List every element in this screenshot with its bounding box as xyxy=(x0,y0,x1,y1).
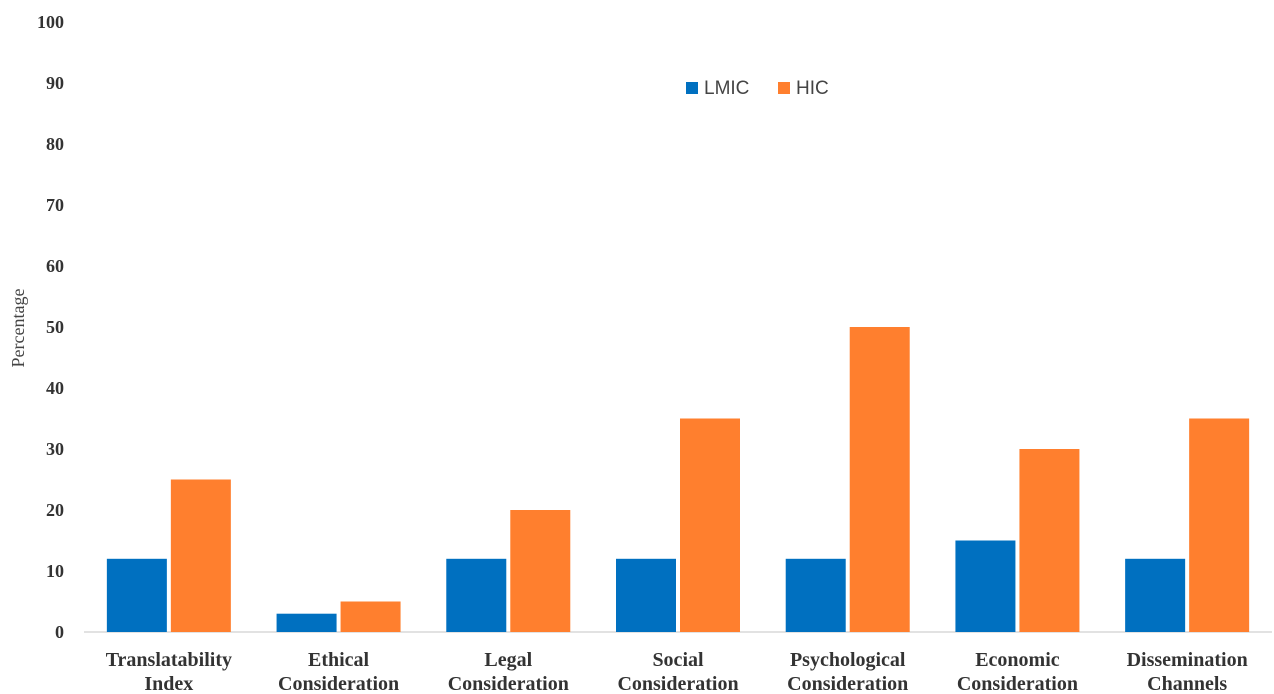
x-tick-label: Channels xyxy=(1147,673,1227,694)
bar-hic xyxy=(849,327,910,632)
x-tick-label: Legal xyxy=(484,649,532,671)
y-tick-label: 20 xyxy=(46,500,64,520)
bar-hic xyxy=(680,418,740,632)
y-tick-label: 100 xyxy=(37,12,64,32)
bar-lmic xyxy=(446,558,507,632)
y-axis-label: Percentage xyxy=(8,289,28,368)
bar-lmic xyxy=(276,613,337,632)
y-tick-label: 90 xyxy=(46,73,64,93)
y-axis-ticks: 0 10 20 30 40 50 60 70 80 90 100 xyxy=(37,12,64,642)
x-tick-label: Consideration xyxy=(448,673,569,694)
x-tick-label: Index xyxy=(144,673,193,694)
y-tick-label: 60 xyxy=(46,256,64,276)
legend: LMIC HIC xyxy=(686,78,829,99)
x-tick-label: Social xyxy=(652,649,704,671)
x-tick-label: Ethical xyxy=(308,649,370,671)
bar-lmic xyxy=(1125,558,1186,632)
y-tick-label: 0 xyxy=(55,622,64,642)
y-tick-label: 10 xyxy=(46,561,64,581)
y-tick-label: 40 xyxy=(46,378,64,398)
legend-swatch-lmic xyxy=(686,82,698,94)
y-tick-label: 80 xyxy=(46,134,64,154)
y-tick-label: 70 xyxy=(46,195,64,215)
x-tick-label: Economic xyxy=(975,649,1060,671)
bar-lmic xyxy=(785,558,846,632)
bar-hic xyxy=(1019,449,1080,632)
bar-lmic xyxy=(106,558,167,632)
x-tick-label: Consideration xyxy=(787,673,908,694)
x-tick-label: Translatability xyxy=(106,649,232,671)
bars xyxy=(106,327,1250,632)
x-tick-label: Consideration xyxy=(617,673,738,694)
legend-label-lmic: LMIC xyxy=(704,78,749,99)
bar-hic xyxy=(170,479,231,632)
y-tick-label: 50 xyxy=(46,317,64,337)
x-tick-label: Psychological xyxy=(790,649,906,671)
x-tick-label: Dissemination xyxy=(1127,649,1248,671)
x-tick-label: Consideration xyxy=(957,673,1078,694)
legend-label-hic: HIC xyxy=(796,78,829,99)
y-tick-label: 30 xyxy=(46,439,64,459)
legend-swatch-hic xyxy=(778,82,790,94)
bar-hic xyxy=(340,601,401,632)
bar-lmic xyxy=(955,540,1016,632)
bar-hic xyxy=(1189,418,1250,632)
bar-lmic xyxy=(616,558,676,632)
category-labels: TranslatabilityIndexEthicalConsideration… xyxy=(106,649,1248,694)
bar-hic xyxy=(510,510,571,632)
x-tick-label: Consideration xyxy=(278,673,399,694)
